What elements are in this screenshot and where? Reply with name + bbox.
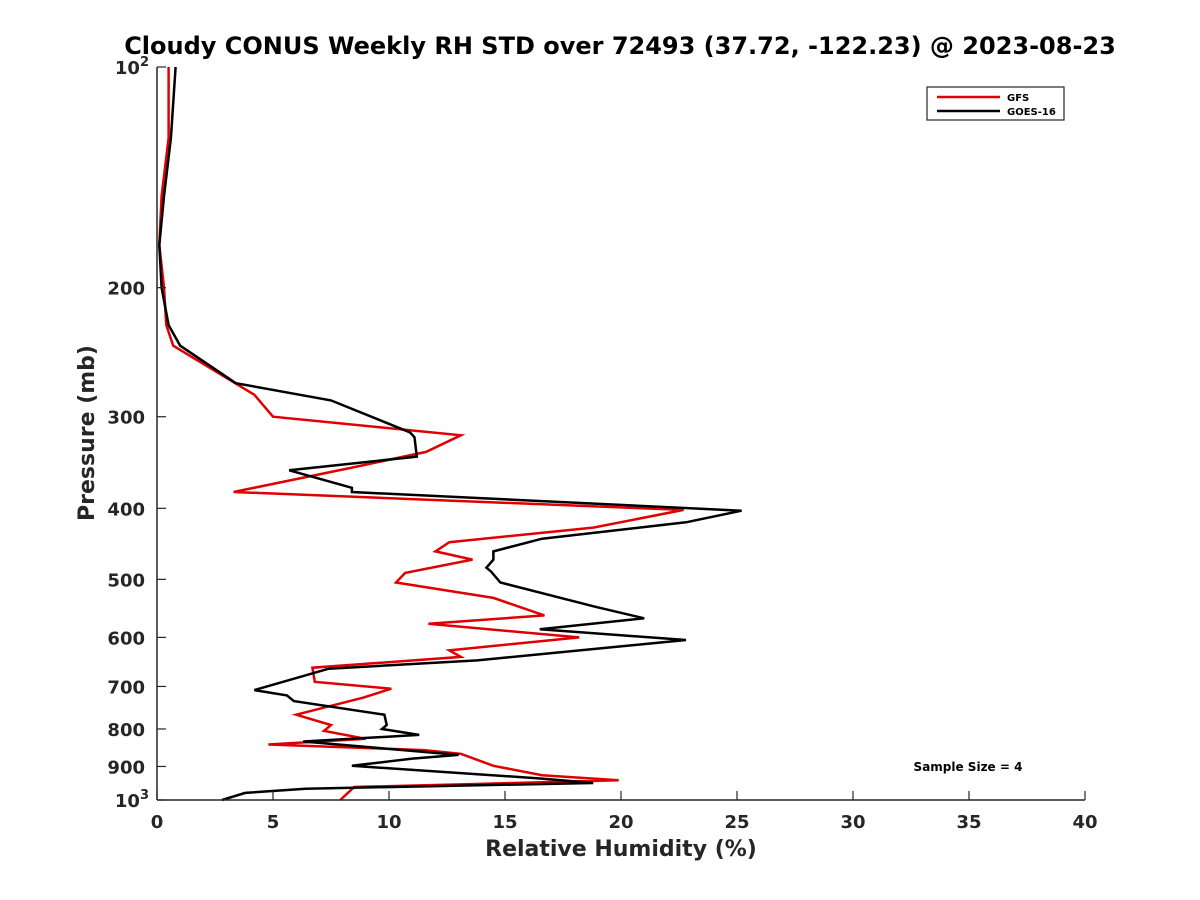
- y-tick-label: 300: [107, 408, 145, 429]
- x-tick-label: 35: [956, 812, 981, 833]
- y-axis-ticks: 102 200 300 400 500 600 700 800 900 103: [107, 55, 166, 812]
- legend-label-goes16: GOES-16: [1007, 107, 1056, 118]
- x-tick-label: 30: [840, 812, 865, 833]
- x-tick-label: 10: [376, 812, 401, 833]
- x-axis-ticks: 0 5 10 15 20 25 30 35 40: [151, 791, 1098, 833]
- y-tick-label: 900: [107, 757, 145, 778]
- x-tick-label: 20: [608, 812, 633, 833]
- series-line-gfs: [158, 67, 684, 801]
- y-tick-label: 600: [107, 628, 145, 649]
- y-tick-label: 700: [107, 677, 145, 698]
- y-tick-label: 200: [107, 279, 145, 300]
- x-tick-label: 0: [151, 812, 164, 833]
- y-tick-label: 102: [115, 55, 149, 79]
- y-tick-label: 800: [107, 720, 145, 741]
- x-tick-label: 25: [724, 812, 749, 833]
- x-tick-label: 5: [267, 812, 280, 833]
- legend-box: [926, 86, 1065, 121]
- chart-title: Cloudy CONUS Weekly RH STD over 72493 (3…: [124, 32, 1116, 60]
- sample-size-annotation: Sample Size = 4: [914, 760, 1023, 774]
- y-tick-label: 500: [107, 570, 145, 591]
- series-line-goes-16: [158, 66, 742, 802]
- series-layer: [158, 66, 742, 802]
- legend: GFS GOES-16: [926, 86, 1065, 121]
- legend-label-gfs: GFS: [1007, 93, 1029, 104]
- x-tick-label: 40: [1072, 812, 1097, 833]
- y-axis-label: Pressure (mb): [75, 345, 100, 521]
- x-axis-label: Relative Humidity (%): [485, 837, 757, 862]
- y-tick-label: 103: [115, 788, 149, 812]
- y-tick-label: 400: [107, 499, 145, 520]
- plot-area: [157, 67, 1085, 800]
- x-tick-label: 15: [492, 812, 517, 833]
